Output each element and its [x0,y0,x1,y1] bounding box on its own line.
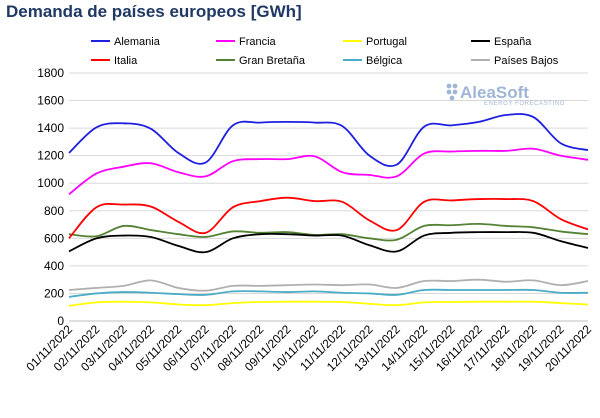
series-line-paises-bajos [68,278,589,292]
x-axis-ticks: 01/11/202202/11/202203/11/202204/11/2022… [23,322,594,374]
aleasoft-watermark-logo: AleaSoft ENERGY FORECASTING [446,83,565,107]
watermark-dot [449,95,455,101]
legend-label-italia: Italia [114,55,138,67]
y-tick-label: 1800 [37,66,64,80]
legend-label-alemania: Alemania [114,36,161,48]
y-tick-label: 200 [44,286,64,300]
series-line-francia [68,147,589,195]
y-tick-label: 400 [44,259,64,273]
series-line-alemania [68,113,589,168]
y-tick-label: 1400 [37,121,64,135]
watermark-dot [446,83,452,89]
y-tick-label: 800 [44,204,64,218]
legend-label-espana: España [494,36,532,48]
y-tick-label: 600 [44,231,64,245]
watermark-dot [452,83,458,89]
watermark-dot [446,89,452,95]
y-tick-label: 0 [57,314,64,328]
legend-label-gran-bretana: Gran Bretaña [239,55,306,67]
chart-title: Demanda de países europeos [GWh] [6,2,302,21]
gridlines [69,72,588,294]
series-lines [68,113,589,307]
watermark-tagline: ENERGY FORECASTING [484,101,565,107]
series-line-espana [68,231,589,254]
y-tick-label: 1600 [37,94,64,108]
y-tick-label: 1000 [37,176,64,190]
legend-label-belgica: Bélgica [366,55,403,67]
series-line-belgica [68,288,589,298]
watermark-brand: AleaSoft [460,83,529,102]
legend-label-francia: Francia [239,36,277,48]
watermark-dot [452,89,458,95]
legend-label-portugal: Portugal [366,36,407,48]
y-tick-label: 1200 [37,149,64,163]
series-line-portugal [68,300,589,307]
legend-label-paises-bajos: Países Bajos [494,55,559,67]
y-axis-ticks: 0 200 400 600 800 1000 1200 1400 1600 1800 [37,66,64,328]
series-line-italia [68,196,589,239]
legend: Alemania Francia Portugal España Italia Gran … [91,36,559,67]
